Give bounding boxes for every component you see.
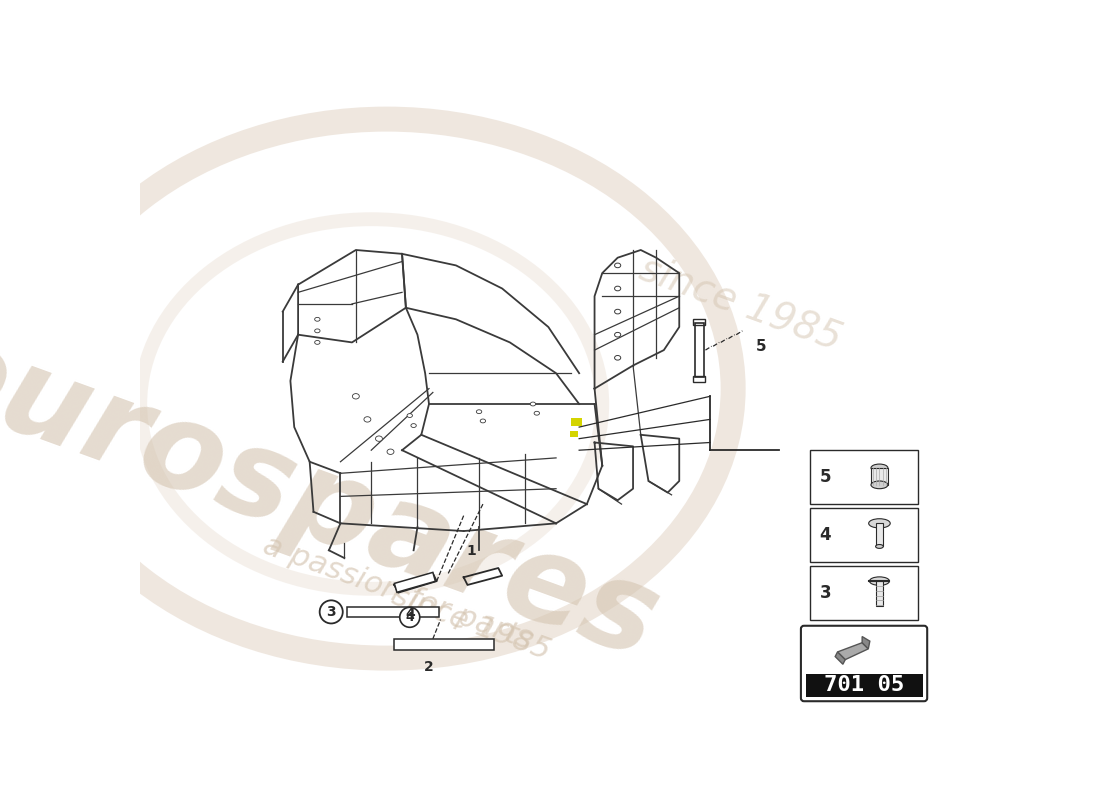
Text: a passion for parts: a passion for parts (260, 530, 537, 655)
Bar (395, 572, 436, 592)
Bar (810, 566, 917, 619)
Ellipse shape (407, 414, 412, 418)
Ellipse shape (481, 419, 485, 423)
Ellipse shape (615, 310, 620, 314)
Ellipse shape (352, 394, 360, 399)
Ellipse shape (375, 436, 383, 442)
Bar (877, 581, 882, 606)
Ellipse shape (615, 263, 620, 268)
Text: 2: 2 (425, 660, 433, 674)
Ellipse shape (364, 417, 371, 422)
Bar (810, 450, 917, 504)
Ellipse shape (876, 545, 883, 548)
Text: since 1985: since 1985 (635, 250, 847, 358)
Text: 4: 4 (406, 610, 414, 624)
Polygon shape (862, 637, 870, 649)
Text: 3: 3 (820, 584, 830, 602)
Text: 4: 4 (820, 526, 830, 544)
Ellipse shape (411, 424, 416, 427)
Ellipse shape (869, 577, 890, 586)
Circle shape (320, 600, 343, 623)
Bar (572, 418, 582, 426)
Bar (693, 375, 705, 382)
Ellipse shape (476, 410, 482, 414)
Ellipse shape (871, 464, 888, 472)
Ellipse shape (615, 355, 620, 360)
Ellipse shape (315, 329, 320, 333)
Ellipse shape (535, 411, 539, 415)
Ellipse shape (615, 286, 620, 291)
Bar (805, 674, 923, 697)
Bar (871, 468, 888, 485)
Text: eurospares: eurospares (0, 310, 673, 683)
Circle shape (399, 607, 420, 627)
Ellipse shape (315, 318, 320, 322)
Text: 3: 3 (327, 605, 336, 619)
Ellipse shape (869, 518, 890, 528)
Bar (570, 431, 578, 437)
Text: 4: 4 (405, 606, 415, 621)
Bar (876, 523, 883, 546)
Bar (695, 323, 704, 377)
Ellipse shape (615, 332, 620, 337)
Polygon shape (837, 642, 868, 660)
Ellipse shape (387, 449, 394, 454)
Polygon shape (835, 652, 845, 664)
Bar (810, 508, 917, 562)
Ellipse shape (530, 402, 536, 406)
Ellipse shape (871, 481, 888, 489)
Bar (693, 319, 705, 326)
Text: 5: 5 (820, 468, 830, 486)
Bar (346, 607, 439, 617)
FancyBboxPatch shape (801, 626, 927, 702)
Text: 5: 5 (757, 338, 767, 354)
Bar (395, 639, 495, 650)
Text: since 1985: since 1985 (388, 582, 554, 666)
Text: 701 05: 701 05 (824, 675, 904, 695)
Ellipse shape (315, 341, 320, 344)
Text: 1: 1 (466, 544, 476, 558)
